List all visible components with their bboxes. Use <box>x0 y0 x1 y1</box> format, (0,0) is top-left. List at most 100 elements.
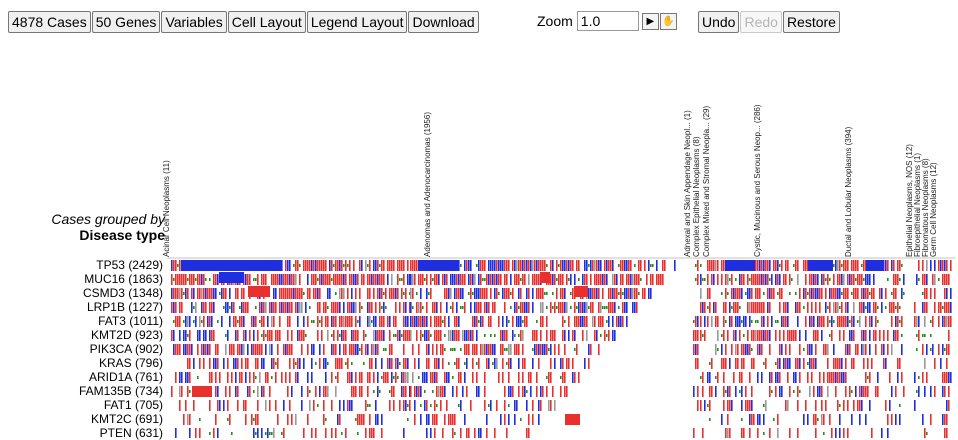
mutation-cell[interactable] <box>950 372 952 383</box>
mutation-cell[interactable] <box>869 302 871 313</box>
mutation-cell[interactable] <box>867 302 869 313</box>
mutation-cell[interactable] <box>345 330 347 341</box>
mutation-cell[interactable] <box>751 414 753 425</box>
mutation-cell[interactable] <box>307 316 309 327</box>
mutation-cell[interactable] <box>899 358 901 369</box>
mutation-cell[interactable] <box>875 330 877 341</box>
mutation-cell[interactable] <box>901 264 903 267</box>
mutation-cell[interactable] <box>361 414 363 425</box>
mutation-cell[interactable] <box>205 288 207 299</box>
mutation-cell[interactable] <box>843 316 845 327</box>
mutation-cell[interactable] <box>835 386 837 397</box>
mutation-cell[interactable] <box>191 302 193 313</box>
mutation-cell[interactable] <box>632 288 634 299</box>
mutation-cell[interactable] <box>253 344 255 355</box>
mutation-cell[interactable] <box>277 274 279 285</box>
mutation-cell[interactable] <box>488 404 490 407</box>
mutation-cell[interactable] <box>325 386 327 397</box>
mutation-cell[interactable] <box>899 306 901 309</box>
mutation-cell[interactable] <box>574 372 576 383</box>
mutation-cell[interactable] <box>488 260 490 271</box>
mutation-cell[interactable] <box>873 274 875 285</box>
mutation-cell[interactable] <box>375 344 377 355</box>
mutation-cell[interactable] <box>179 386 181 397</box>
mutation-cell[interactable] <box>271 376 273 379</box>
mutation-cell[interactable] <box>889 372 891 383</box>
mutation-cell[interactable] <box>797 428 799 438</box>
mutation-cell[interactable] <box>715 344 717 355</box>
mutation-cell[interactable] <box>422 334 424 337</box>
mutation-cell[interactable] <box>289 372 291 383</box>
mutation-cell[interactable] <box>785 260 787 271</box>
mutation-cell[interactable] <box>502 330 504 341</box>
mutation-cell[interactable] <box>817 274 819 285</box>
mutation-cell[interactable] <box>751 348 753 351</box>
mutation-cell[interactable] <box>470 288 472 299</box>
mutation-cell[interactable] <box>474 344 476 355</box>
mutation-cell[interactable] <box>837 372 839 383</box>
mutation-cell[interactable] <box>263 302 265 313</box>
mutation-cell[interactable] <box>317 316 319 327</box>
mutation-cell[interactable] <box>355 316 357 327</box>
mutation-cell[interactable] <box>851 390 853 393</box>
mutation-cell[interactable] <box>409 386 411 397</box>
mutation-cell[interactable] <box>299 302 301 313</box>
mutation-cell[interactable] <box>450 306 452 309</box>
mutation-cell[interactable] <box>209 316 211 327</box>
mutation-cell[interactable] <box>861 330 863 341</box>
mutation-cell[interactable] <box>480 274 482 285</box>
mutation-cell[interactable] <box>410 274 412 285</box>
mutation-cell[interactable] <box>616 316 618 327</box>
mutation-cell[interactable] <box>347 288 349 299</box>
mutation-cell[interactable] <box>865 386 867 397</box>
mutation-cell[interactable] <box>482 288 484 299</box>
mutation-cell[interactable] <box>867 274 869 285</box>
mutation-cell[interactable] <box>277 358 279 369</box>
mutation-cell[interactable] <box>428 292 430 295</box>
mutation-cell[interactable] <box>452 428 454 438</box>
mutation-cell[interactable] <box>612 274 614 285</box>
mutation-cell[interactable] <box>207 288 209 299</box>
mutation-cell[interactable] <box>924 386 926 397</box>
mutation-cell[interactable] <box>363 414 365 425</box>
mutation-cell[interactable] <box>528 428 530 438</box>
mutation-cell[interactable] <box>803 358 805 369</box>
mutation-cell[interactable] <box>349 344 351 355</box>
mutation-cell[interactable] <box>357 344 359 355</box>
mutation-cell[interactable] <box>446 274 448 285</box>
mutation-cell[interactable] <box>470 274 472 285</box>
mutation-cell[interactable] <box>422 306 424 309</box>
mutation-cell[interactable] <box>407 404 409 407</box>
mutation-cell[interactable] <box>470 330 472 341</box>
mutation-cell[interactable] <box>737 302 739 313</box>
mutation-cell[interactable] <box>343 400 345 411</box>
mutation-cell[interactable] <box>403 260 405 271</box>
mutation-cell[interactable] <box>785 274 787 285</box>
mutation-cell[interactable] <box>195 428 197 438</box>
mutation-cell[interactable] <box>568 278 570 281</box>
mutation-cell[interactable] <box>723 358 725 369</box>
mutation-cell[interactable] <box>807 302 809 313</box>
mutation-cell[interactable] <box>307 288 309 299</box>
mutation-cell[interactable] <box>586 302 588 313</box>
mutation-cell[interactable] <box>829 414 831 425</box>
mutation-cell[interactable] <box>213 358 215 369</box>
mutation-cell[interactable] <box>351 362 353 365</box>
mutation-cell[interactable] <box>891 344 893 355</box>
mutation-cell[interactable] <box>311 372 313 383</box>
mutation-cell[interactable] <box>397 274 399 285</box>
mutation-cell[interactable] <box>325 358 327 369</box>
mutation-cell[interactable] <box>468 274 470 285</box>
mutation-cell[interactable] <box>311 428 313 438</box>
mutation-cell[interactable] <box>339 288 341 299</box>
mutation-cell[interactable] <box>926 288 928 299</box>
mutation-cell[interactable] <box>787 260 789 271</box>
mutation-cell[interactable] <box>349 372 351 383</box>
mutation-cell[interactable] <box>299 274 301 285</box>
mutation-cell[interactable] <box>865 306 867 309</box>
mutation-cell[interactable] <box>574 274 576 285</box>
mutation-cell[interactable] <box>807 372 809 383</box>
mutation-cell[interactable] <box>387 372 389 383</box>
mutation-cell[interactable] <box>588 358 590 369</box>
mutation-cell[interactable] <box>711 386 713 397</box>
